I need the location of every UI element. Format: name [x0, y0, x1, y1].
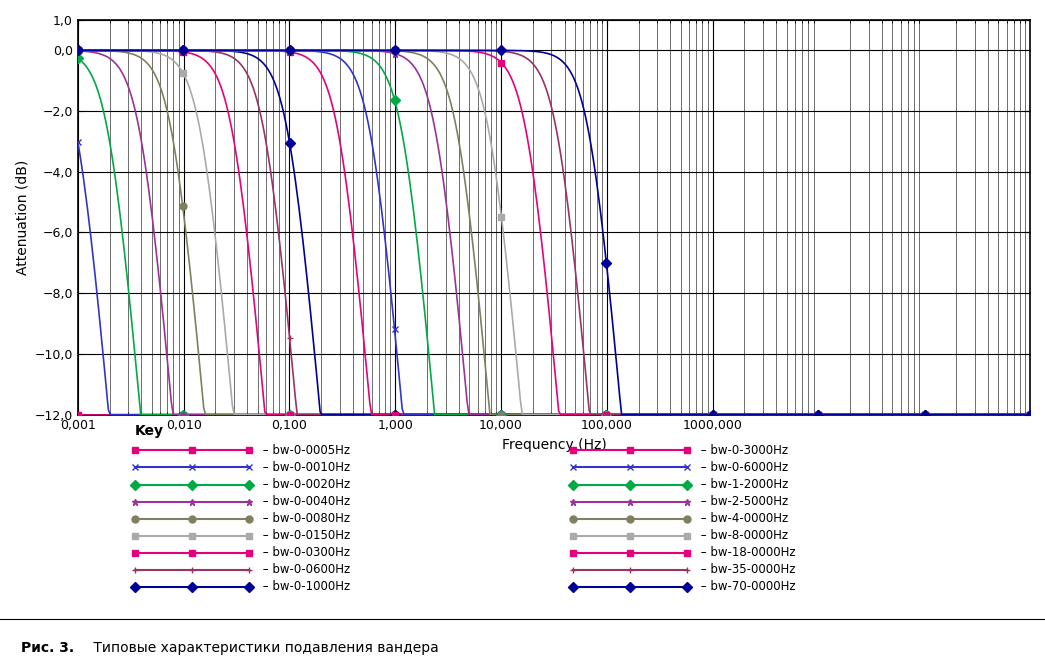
Text: – bw-0-0005Hz: – bw-0-0005Hz: [259, 444, 350, 457]
Text: – bw-1-2000Hz: – bw-1-2000Hz: [697, 478, 788, 491]
Text: – bw-8-0000Hz: – bw-8-0000Hz: [697, 529, 788, 542]
Text: – bw-0-0600Hz: – bw-0-0600Hz: [259, 563, 350, 576]
Text: – bw-0-0010Hz: – bw-0-0010Hz: [259, 461, 350, 474]
Y-axis label: Attenuation (dB): Attenuation (dB): [15, 160, 29, 275]
Text: Key: Key: [135, 424, 164, 438]
Text: Типовые характеристики подавления вандера: Типовые характеристики подавления вандер…: [89, 641, 439, 655]
Text: – bw-0-0040Hz: – bw-0-0040Hz: [259, 495, 350, 508]
Text: – bw-0-0020Hz: – bw-0-0020Hz: [259, 478, 350, 491]
Text: – bw-35-0000Hz: – bw-35-0000Hz: [697, 563, 795, 576]
Text: – bw-0-1000Hz: – bw-0-1000Hz: [259, 580, 350, 593]
Text: – bw-0-6000Hz: – bw-0-6000Hz: [697, 461, 788, 474]
X-axis label: Frequency (Hz): Frequency (Hz): [502, 438, 606, 452]
Text: – bw-0-0150Hz: – bw-0-0150Hz: [259, 529, 350, 542]
Text: – bw-70-0000Hz: – bw-70-0000Hz: [697, 580, 795, 593]
Text: – bw-0-0080Hz: – bw-0-0080Hz: [259, 512, 350, 525]
Text: – bw-18-0000Hz: – bw-18-0000Hz: [697, 546, 795, 559]
Text: – bw-0-3000Hz: – bw-0-3000Hz: [697, 444, 788, 457]
Text: Рис. 3.: Рис. 3.: [21, 641, 74, 655]
Text: – bw-0-0300Hz: – bw-0-0300Hz: [259, 546, 350, 559]
Text: – bw-4-0000Hz: – bw-4-0000Hz: [697, 512, 788, 525]
Text: – bw-2-5000Hz: – bw-2-5000Hz: [697, 495, 788, 508]
